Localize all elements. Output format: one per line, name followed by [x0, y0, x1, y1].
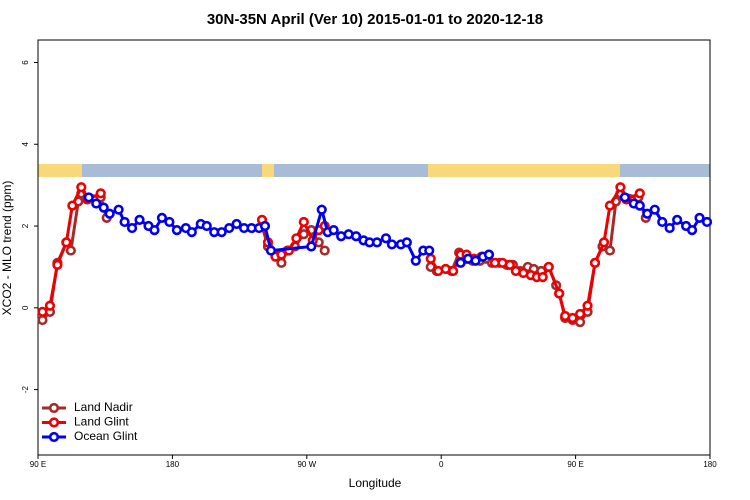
point [316, 204, 327, 215]
point [149, 225, 160, 236]
point [401, 237, 412, 248]
point [265, 245, 277, 256]
point [701, 216, 713, 228]
point [380, 233, 392, 244]
point [634, 200, 645, 211]
point [224, 222, 235, 234]
point [328, 225, 339, 236]
y-tick-label: -2 [21, 385, 30, 393]
point [259, 220, 271, 232]
point [44, 300, 56, 311]
point [386, 239, 398, 250]
point [574, 308, 586, 320]
land-band [38, 164, 82, 177]
y-tick-label: 6 [21, 60, 30, 65]
point [504, 259, 515, 270]
point [657, 216, 668, 228]
series-line [41, 183, 641, 320]
point [582, 300, 593, 311]
point [91, 198, 102, 209]
y-tick-label: 0 [21, 305, 30, 310]
plot-frame [37, 39, 711, 456]
point [164, 216, 175, 228]
land-band [428, 164, 620, 177]
legend-marker [48, 402, 60, 414]
legend-label: Land Glint [74, 415, 129, 429]
point [424, 245, 435, 256]
point [371, 237, 383, 248]
point [649, 204, 660, 215]
y-axis-label: XCO2 - MLO trend (ppm) [0, 181, 14, 316]
legend-label: Ocean Glint [74, 429, 138, 443]
point [119, 216, 130, 228]
point [201, 220, 212, 232]
point [554, 288, 565, 299]
chart-title: 30N-35N April (Ver 10) 2015-01-01 to 202… [207, 11, 543, 28]
y-tick-label: 4 [21, 141, 30, 146]
point [537, 272, 548, 283]
land-band [262, 164, 274, 177]
point [686, 225, 698, 236]
point [298, 216, 309, 228]
point [319, 245, 330, 256]
point [231, 218, 242, 230]
point [567, 312, 578, 324]
point [134, 214, 145, 226]
point [664, 222, 675, 234]
point [65, 245, 76, 256]
x-axis-label: Longitude [349, 476, 402, 490]
point [455, 257, 466, 268]
point [604, 200, 616, 211]
legend-marker [48, 417, 60, 428]
point [37, 314, 48, 326]
legend-label: Land Nadir [74, 400, 133, 414]
point [604, 245, 616, 256]
point [95, 188, 106, 199]
point [483, 249, 495, 260]
point [104, 208, 115, 219]
point [470, 255, 481, 266]
point [61, 237, 72, 248]
point [619, 192, 630, 203]
point [448, 265, 459, 277]
y-tick-label: 2 [21, 223, 30, 228]
x-tick-label: 180 [166, 460, 180, 469]
x-tick-label: 90 W [297, 460, 316, 469]
point [171, 225, 182, 236]
point [67, 200, 78, 211]
point [76, 182, 87, 193]
series-line [41, 191, 648, 324]
point [694, 212, 705, 223]
point [306, 241, 317, 252]
point [634, 188, 645, 199]
point [410, 255, 421, 266]
point [350, 231, 362, 242]
point [425, 253, 436, 264]
point [113, 204, 124, 215]
point [37, 306, 48, 317]
point [126, 222, 138, 234]
point [298, 229, 309, 240]
point [98, 202, 109, 213]
point [598, 237, 610, 248]
x-tick-label: 90 E [30, 460, 46, 469]
point [52, 259, 63, 270]
point [186, 227, 197, 238]
legend-marker [48, 431, 60, 443]
point [642, 208, 653, 219]
point [543, 261, 554, 273]
point [589, 257, 601, 268]
x-tick-label: 90 E [567, 460, 583, 469]
point [672, 214, 683, 226]
point [156, 212, 168, 223]
x-tick-label: 180 [703, 460, 717, 469]
point [291, 233, 302, 244]
point [216, 227, 227, 238]
point [83, 192, 94, 203]
surface-band [38, 164, 710, 177]
point [615, 182, 626, 193]
x-tick-label: 0 [439, 460, 444, 469]
